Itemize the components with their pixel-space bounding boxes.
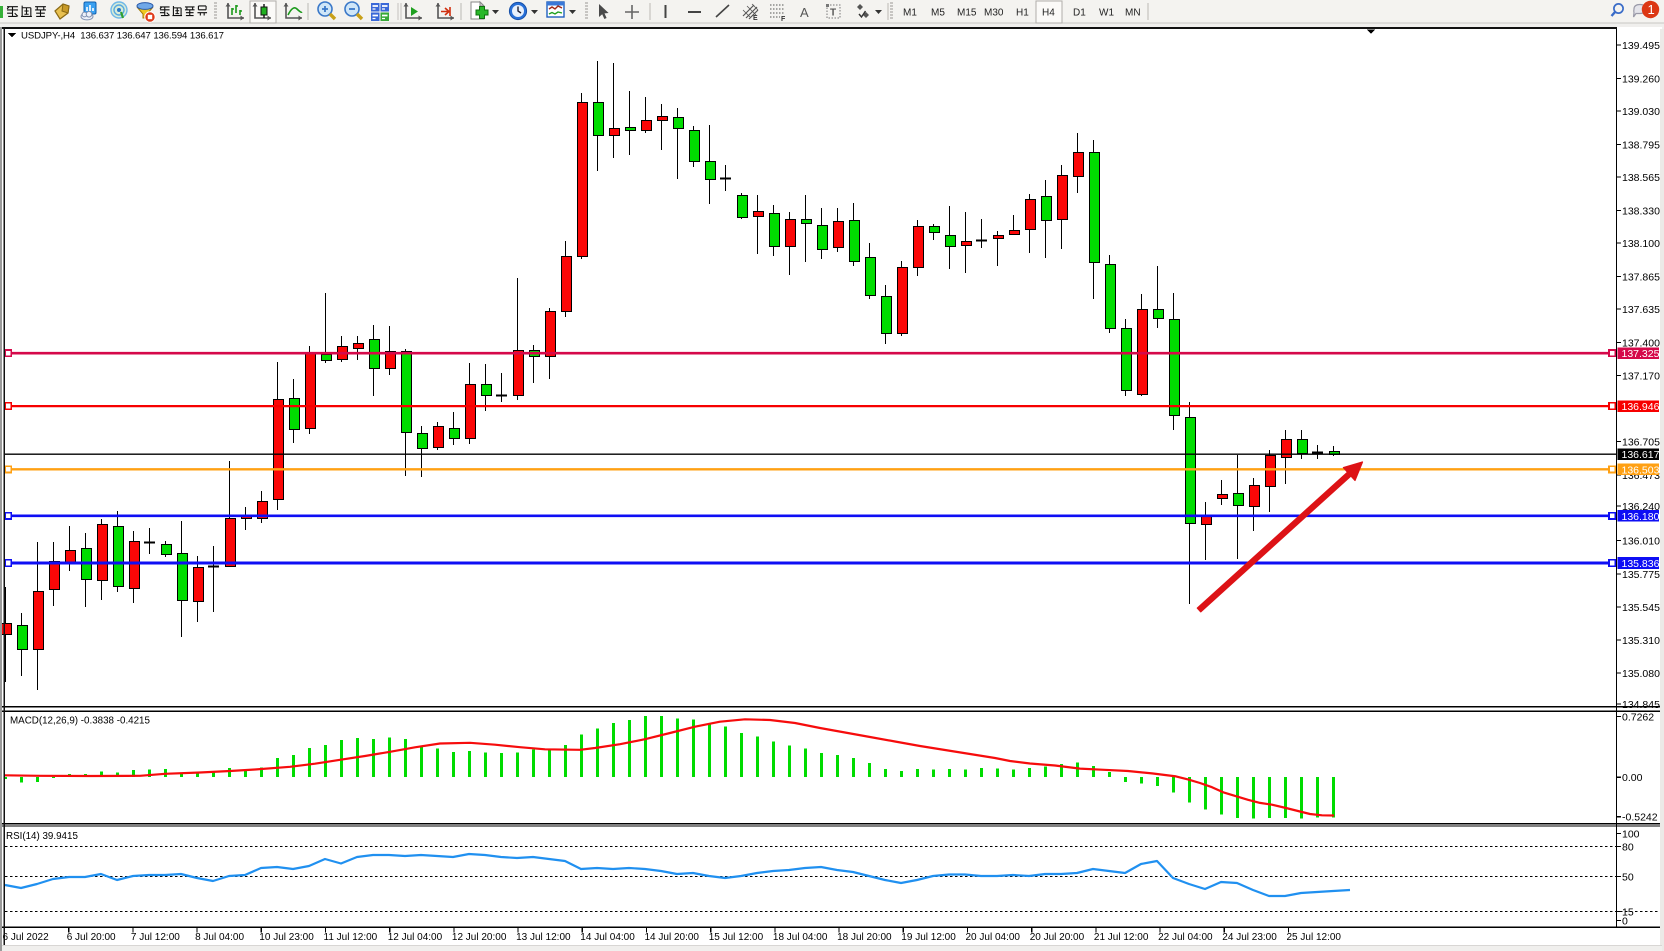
svg-text:14 Jul 04:00: 14 Jul 04:00 <box>580 932 635 943</box>
svg-text:136.705: 136.705 <box>1622 436 1660 448</box>
svg-text:136.180: 136.180 <box>1622 511 1660 523</box>
svg-text:137.865: 137.865 <box>1622 271 1660 283</box>
svg-text:135.836: 135.836 <box>1622 558 1660 570</box>
svg-text:134.845: 134.845 <box>1622 699 1660 711</box>
svg-text:RSI(14) 39.9415: RSI(14) 39.9415 <box>6 831 78 842</box>
svg-text:138.100: 138.100 <box>1622 238 1660 250</box>
svg-text:137.400: 137.400 <box>1622 337 1660 349</box>
svg-text:21 Jul 12:00: 21 Jul 12:00 <box>1094 932 1149 943</box>
svg-text:15: 15 <box>1622 906 1634 918</box>
svg-text:D1: D1 <box>1073 8 1086 19</box>
svg-text:19 Jul 12:00: 19 Jul 12:00 <box>901 932 956 943</box>
svg-text:100: 100 <box>1622 828 1640 840</box>
svg-text:A: A <box>800 5 809 20</box>
svg-text:137.325: 137.325 <box>1622 348 1660 360</box>
svg-text:H1: H1 <box>1016 8 1029 19</box>
svg-text:M15: M15 <box>957 8 977 19</box>
svg-text:M1: M1 <box>903 8 917 19</box>
svg-text:136.617: 136.617 <box>1622 449 1660 461</box>
svg-text:USDJPY-,H4 136.637 136.647 13: USDJPY-,H4 136.637 136.647 136.594 136.6… <box>21 31 224 42</box>
svg-text:80: 80 <box>1622 841 1634 853</box>
svg-text:-0.5242: -0.5242 <box>1622 812 1658 824</box>
svg-text:136.946: 136.946 <box>1622 401 1660 413</box>
svg-text:18 Jul 04:00: 18 Jul 04:00 <box>773 932 828 943</box>
svg-text:0: 0 <box>1622 915 1628 927</box>
svg-text:137.170: 137.170 <box>1622 370 1660 382</box>
svg-text:137.635: 137.635 <box>1622 304 1660 316</box>
svg-text:10 Jul 23:00: 10 Jul 23:00 <box>259 932 314 943</box>
svg-text:H4: H4 <box>1042 8 1055 19</box>
svg-text:12 Jul 04:00: 12 Jul 04:00 <box>388 932 443 943</box>
svg-text:M5: M5 <box>931 8 945 19</box>
svg-text:138.330: 138.330 <box>1622 205 1660 217</box>
svg-text:22 Jul 04:00: 22 Jul 04:00 <box>1158 932 1213 943</box>
svg-text:8 Jul 04:00: 8 Jul 04:00 <box>195 932 244 943</box>
svg-text:18 Jul 20:00: 18 Jul 20:00 <box>837 932 892 943</box>
svg-text:MACD(12,26,9) -0.3838 -0.4215: MACD(12,26,9) -0.3838 -0.4215 <box>10 716 151 727</box>
svg-text:0.00: 0.00 <box>1622 772 1643 784</box>
svg-text:136.240: 136.240 <box>1622 501 1660 513</box>
svg-text:F: F <box>781 16 786 23</box>
svg-text:M30: M30 <box>984 8 1004 19</box>
svg-text:14 Jul 20:00: 14 Jul 20:00 <box>645 932 700 943</box>
svg-text:136.010: 136.010 <box>1622 535 1660 547</box>
svg-text:13 Jul 12:00: 13 Jul 12:00 <box>516 932 571 943</box>
svg-text:24 Jul 23:00: 24 Jul 23:00 <box>1222 932 1277 943</box>
svg-text:135.080: 135.080 <box>1622 668 1660 680</box>
svg-text:136.503: 136.503 <box>1622 464 1660 476</box>
svg-text:12 Jul 20:00: 12 Jul 20:00 <box>452 932 507 943</box>
svg-text:11 Jul 12:00: 11 Jul 12:00 <box>324 932 378 943</box>
svg-text:20 Jul 04:00: 20 Jul 04:00 <box>966 932 1021 943</box>
svg-text:135.545: 135.545 <box>1622 602 1660 614</box>
svg-text:0.7262: 0.7262 <box>1622 711 1654 723</box>
svg-text:138.565: 138.565 <box>1622 172 1660 184</box>
svg-text:20 Jul 20:00: 20 Jul 20:00 <box>1030 932 1085 943</box>
svg-text:15 Jul 12:00: 15 Jul 12:00 <box>709 932 764 943</box>
svg-text:T: T <box>830 8 836 19</box>
svg-text:W1: W1 <box>1099 8 1114 19</box>
svg-text:25 Jul 12:00: 25 Jul 12:00 <box>1287 932 1342 943</box>
svg-text:6 Jul 2022: 6 Jul 2022 <box>3 932 50 943</box>
svg-text:139.030: 139.030 <box>1622 106 1660 118</box>
svg-text:135.310: 135.310 <box>1622 635 1660 647</box>
svg-text:135.775: 135.775 <box>1622 569 1660 581</box>
svg-text:50: 50 <box>1622 871 1634 883</box>
svg-text:6 Jul 20:00: 6 Jul 20:00 <box>67 932 116 943</box>
svg-text:138.795: 138.795 <box>1622 139 1660 151</box>
svg-text:7 Jul 12:00: 7 Jul 12:00 <box>131 932 180 943</box>
svg-text:1: 1 <box>1648 2 1655 17</box>
svg-text:E: E <box>753 15 758 22</box>
svg-text:MN: MN <box>1125 8 1141 19</box>
svg-text:139.260: 139.260 <box>1622 73 1660 85</box>
svg-text:139.495: 139.495 <box>1622 40 1660 52</box>
